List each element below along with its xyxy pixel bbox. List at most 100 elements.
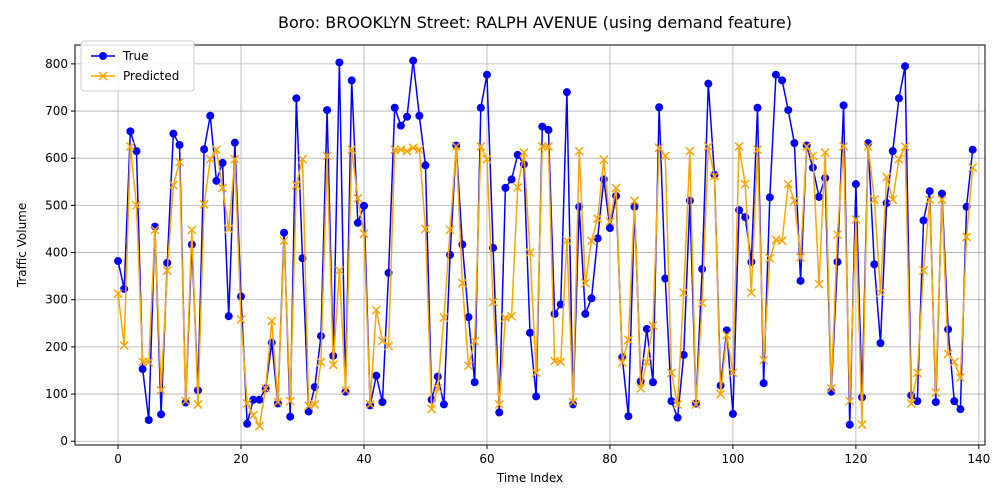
data-point-true <box>581 309 590 318</box>
data-point-predicted <box>875 288 886 298</box>
y-tick-label: 800 <box>45 57 68 71</box>
data-point-true <box>624 412 633 421</box>
data-point-true <box>556 300 565 309</box>
data-point-true <box>667 397 676 406</box>
data-point-predicted <box>328 360 338 370</box>
data-point-true <box>433 372 442 381</box>
data-point-predicted <box>420 224 431 234</box>
x-axis-label: Time Index <box>496 471 563 485</box>
data-point-true <box>396 121 405 130</box>
data-point-true <box>771 70 780 79</box>
data-point-predicted <box>691 399 701 409</box>
data-point-predicted <box>316 357 326 367</box>
data-point-predicted <box>218 183 228 193</box>
data-point-true <box>931 398 940 407</box>
data-point-predicted <box>525 248 535 258</box>
ticks: 0 20 40 60 80 100 120 140 0 100 200 300 400 500 600 700… <box>45 57 990 466</box>
data-point-predicted <box>728 368 738 378</box>
data-point-predicted <box>476 141 486 151</box>
data-point-predicted <box>894 154 904 164</box>
data-point-predicted <box>839 141 849 151</box>
x-tick-label: 60 <box>479 452 494 466</box>
y-axis-label: Traffic Volume <box>15 203 29 289</box>
data-point-true <box>175 141 184 149</box>
data-point-predicted <box>125 141 135 151</box>
data-point-predicted <box>433 383 443 393</box>
data-point-true <box>341 387 350 396</box>
data-point-true <box>765 193 774 202</box>
data-point-predicted <box>113 289 123 299</box>
data-point-predicted <box>629 196 640 206</box>
data-point-predicted <box>144 357 154 367</box>
data-point-true <box>956 405 965 414</box>
data-point-true <box>870 260 879 269</box>
data-point-predicted <box>384 341 394 351</box>
data-point-predicted <box>722 330 732 340</box>
data-point-true <box>224 312 233 321</box>
data-point-true <box>753 103 762 112</box>
legend-label-predicted: Predicted <box>123 69 179 83</box>
data-point-true <box>181 398 190 407</box>
data-point-predicted <box>131 200 142 210</box>
data-point-true <box>648 378 657 387</box>
data-point-predicted <box>955 373 965 383</box>
data-point-true <box>390 103 399 112</box>
data-point-true <box>200 145 209 154</box>
data-point-true <box>501 183 510 192</box>
data-point-true <box>673 413 682 422</box>
data-point-predicted <box>543 141 553 151</box>
data-point-predicted <box>851 214 861 225</box>
series-line-predicted <box>117 145 974 427</box>
data-point-true <box>778 76 787 85</box>
data-point-true <box>839 101 848 110</box>
data-point-predicted <box>857 420 867 430</box>
data-point-predicted <box>740 179 750 189</box>
data-point-true <box>605 224 614 233</box>
series-layer <box>113 56 978 431</box>
data-point-true <box>482 70 491 79</box>
data-point-true <box>273 399 282 408</box>
data-point-predicted <box>623 335 633 345</box>
data-point-predicted <box>556 357 566 367</box>
data-point-true <box>728 409 737 418</box>
data-point-predicted <box>789 196 799 206</box>
data-point-predicted <box>968 163 978 173</box>
data-point-predicted <box>912 368 922 378</box>
data-point-predicted <box>365 399 375 409</box>
data-point-true <box>114 257 123 266</box>
data-point-predicted <box>322 151 332 161</box>
data-point-predicted <box>353 193 363 203</box>
data-point-true <box>845 420 854 429</box>
data-point-predicted <box>636 383 646 393</box>
y-tick-label: 200 <box>45 340 68 354</box>
data-point-predicted <box>463 361 474 371</box>
data-point-predicted <box>211 145 221 155</box>
data-point-predicted <box>199 199 209 209</box>
data-point-predicted <box>814 279 824 289</box>
data-point-true <box>741 213 750 222</box>
data-point-predicted <box>765 253 775 263</box>
data-point-predicted <box>605 217 615 227</box>
data-point-predicted <box>488 297 498 307</box>
data-point-predicted <box>482 154 492 164</box>
legend-box <box>80 40 195 92</box>
data-point-predicted <box>642 357 652 367</box>
data-point-true <box>464 313 473 322</box>
chart-title: Boro: BROOKLYN Street: RALPH AVENUE (usi… <box>278 13 792 32</box>
data-point-true <box>876 339 885 348</box>
data-point-predicted <box>796 252 806 262</box>
data-point-true <box>919 216 928 225</box>
data-point-true <box>784 106 793 115</box>
data-point-true <box>353 218 362 227</box>
data-point-predicted <box>439 313 449 323</box>
data-point-true <box>704 79 713 88</box>
data-point-true <box>347 76 356 85</box>
data-point-predicted <box>119 340 129 351</box>
data-point-true <box>323 106 332 115</box>
data-point-true <box>280 228 289 237</box>
data-point-predicted <box>586 236 597 246</box>
data-point-predicted <box>746 288 756 298</box>
data-point-predicted <box>408 143 418 153</box>
data-point-true <box>237 292 246 301</box>
plot-frame <box>74 44 986 446</box>
